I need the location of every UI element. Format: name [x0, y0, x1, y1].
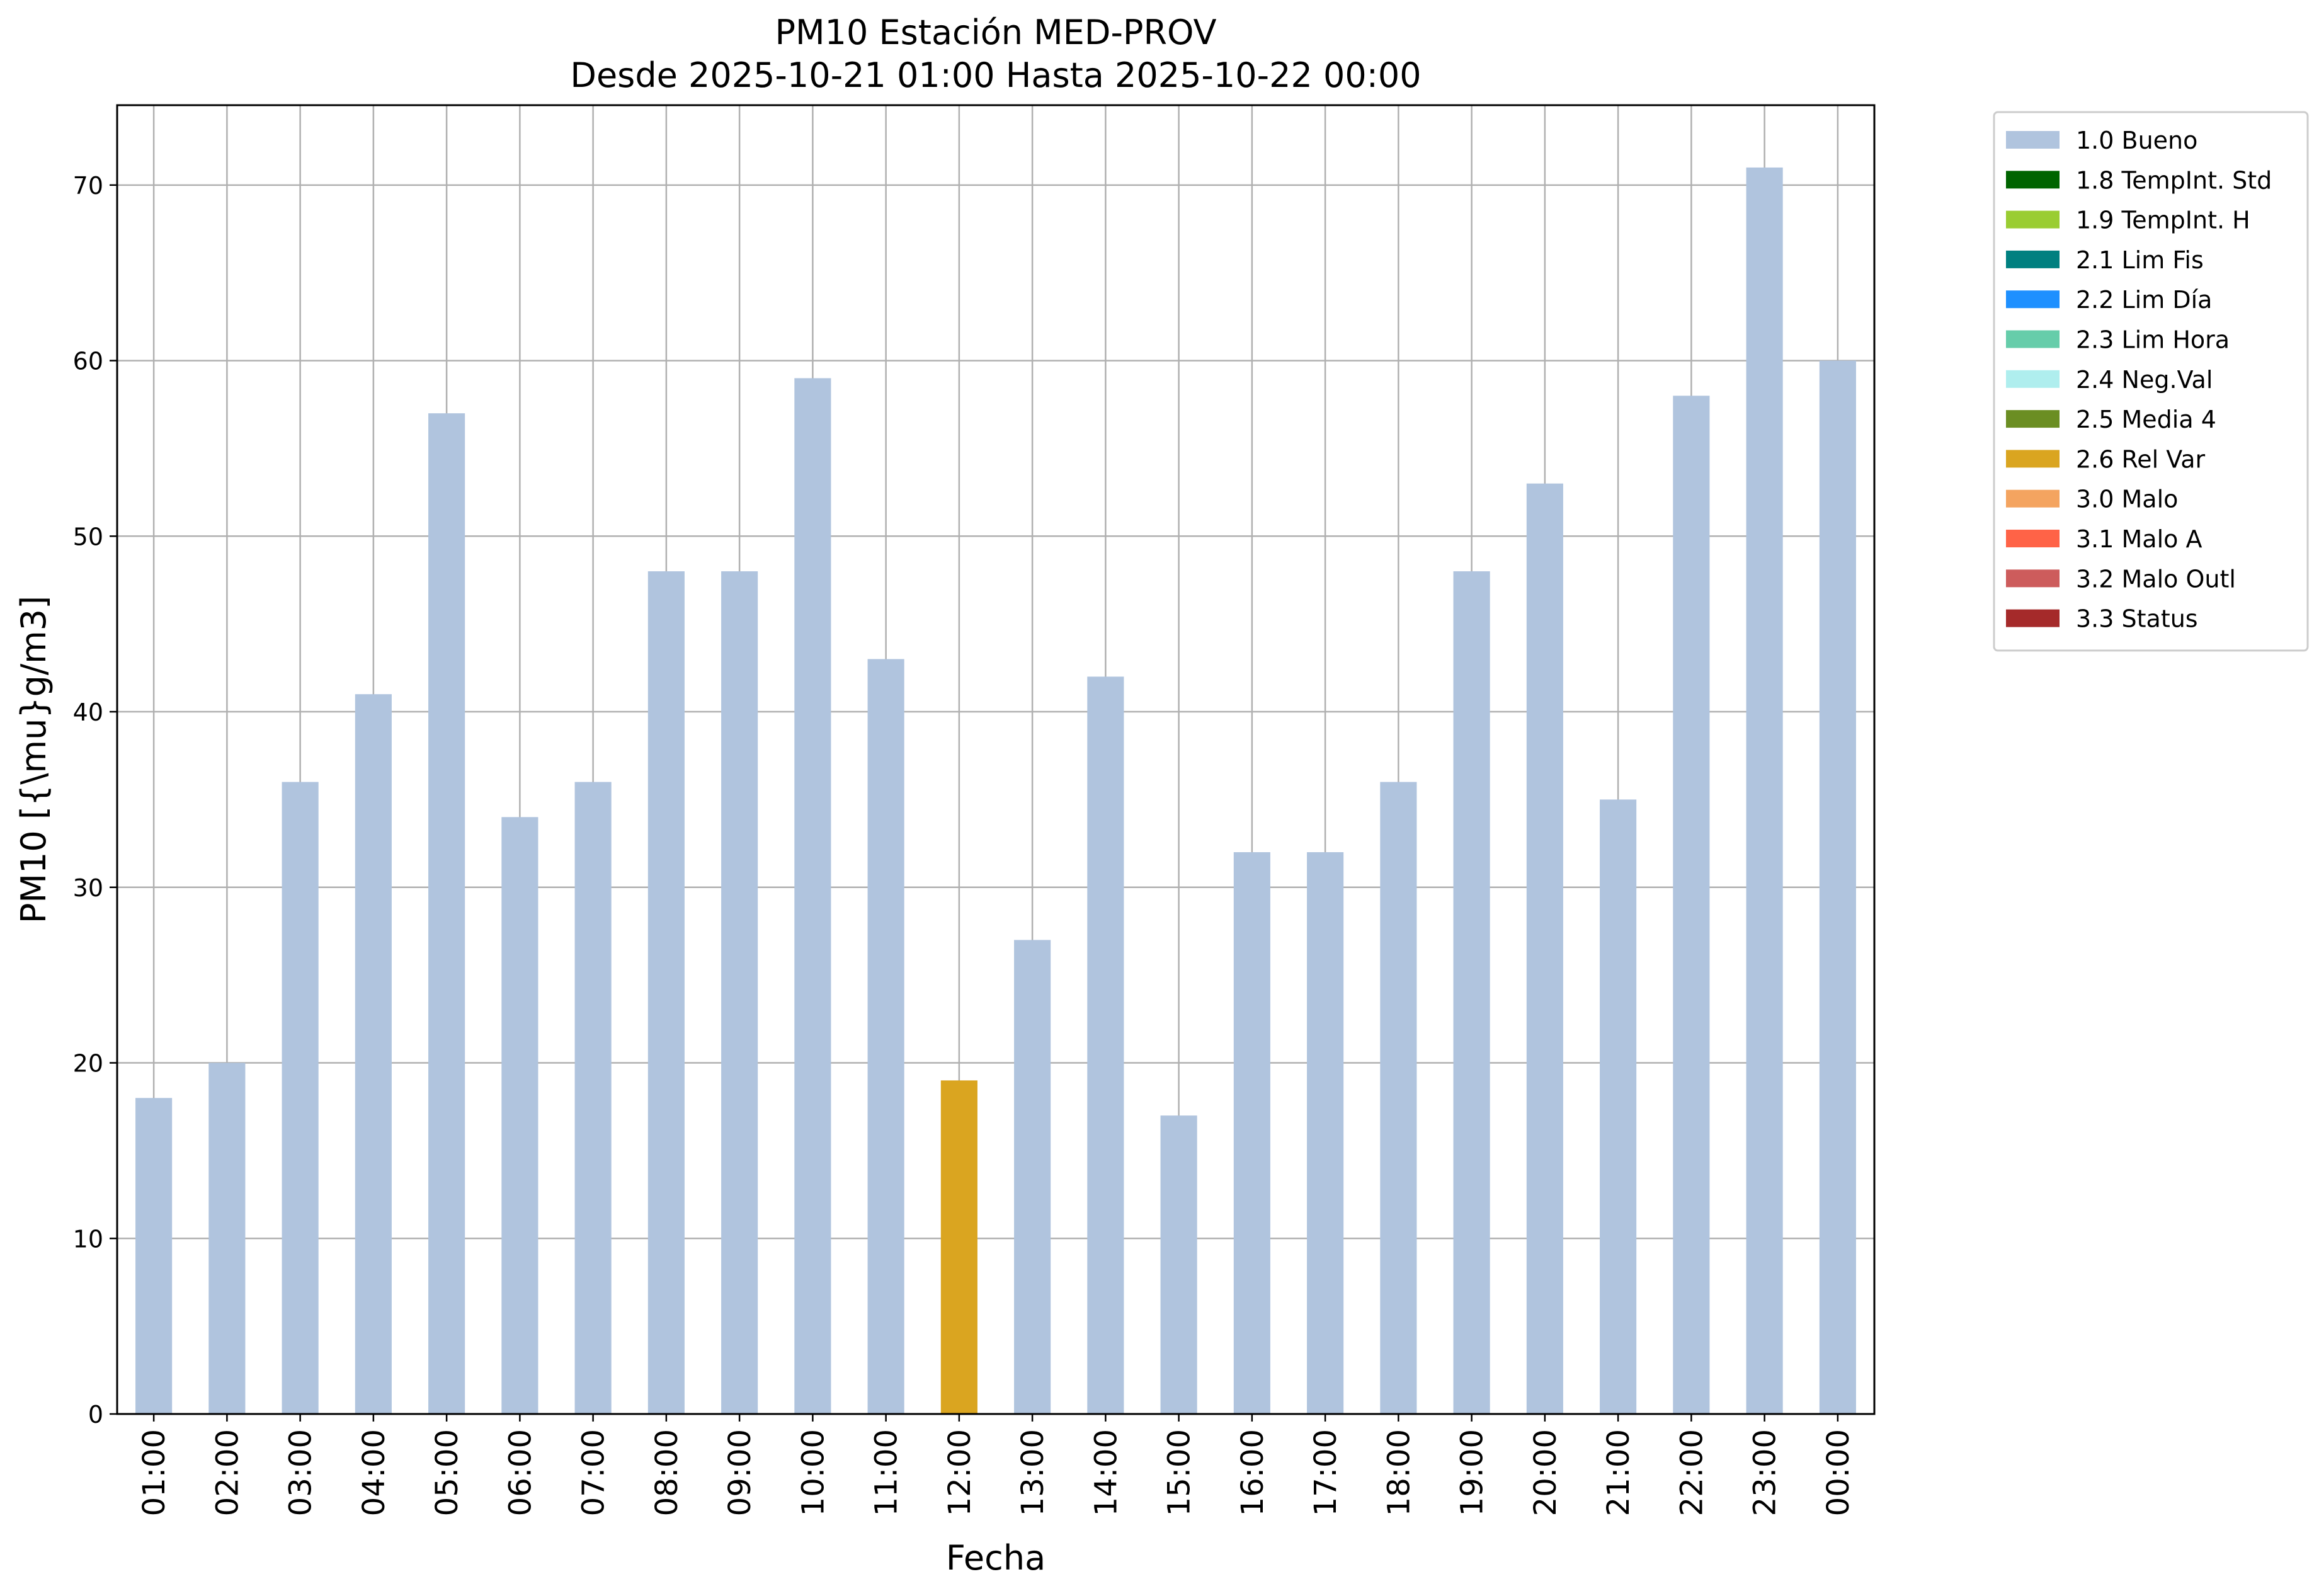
x-tick-label: 18:00	[1381, 1429, 1416, 1516]
legend: 1.0 Bueno 1.8 TempInt. Std 1.9 TempInt. H 2…	[1993, 111, 2309, 652]
bar	[208, 1063, 246, 1414]
x-tick-label: 09:00	[722, 1429, 758, 1516]
bar	[1014, 940, 1051, 1414]
legend-swatch	[2006, 290, 2060, 309]
x-tick-label: 17:00	[1308, 1429, 1343, 1516]
x-axis: 01:00 02:00 03:00 04:00 05:00 06:00 07:00 08:00…	[137, 1414, 1856, 1516]
x-tick-label: 23:00	[1748, 1429, 1783, 1516]
y-tick-label: 10	[73, 1225, 103, 1253]
x-tick-label: 07:00	[576, 1429, 612, 1516]
x-tick-label: 10:00	[795, 1429, 831, 1516]
bar	[1087, 676, 1124, 1414]
bar	[1233, 852, 1270, 1414]
legend-label: 1.8 TempInt. Std	[2076, 166, 2272, 194]
bar	[1380, 782, 1417, 1414]
bar	[355, 694, 392, 1414]
chart-subtitle: Desde 2025-10-21 01:00 Hasta 2025-10-22 …	[570, 55, 1421, 95]
x-tick-label: 14:00	[1088, 1429, 1124, 1516]
bar	[940, 1080, 977, 1414]
bar	[135, 1098, 173, 1414]
bar	[1160, 1115, 1197, 1414]
y-tick-label: 0	[88, 1401, 103, 1428]
legend-label: 3.1 Malo A	[2076, 525, 2202, 553]
y-tick-label: 40	[73, 698, 103, 726]
legend-label: 2.2 Lim Día	[2076, 286, 2212, 314]
x-tick-label: 16:00	[1235, 1429, 1270, 1516]
legend-label: 3.2 Malo Outl	[2076, 565, 2236, 593]
bar	[574, 782, 612, 1414]
y-tick-label: 20	[73, 1050, 103, 1078]
x-tick-label: 06:00	[503, 1429, 538, 1516]
x-tick-label: 01:00	[137, 1429, 172, 1516]
x-tick-label: 20:00	[1528, 1429, 1563, 1516]
legend-swatch	[2006, 450, 2060, 468]
plot-frame	[116, 104, 1876, 1415]
x-tick-label: 21:00	[1601, 1429, 1636, 1516]
legend-label: 1.0 Bueno	[2076, 127, 2197, 154]
legend-swatch	[2006, 609, 2060, 627]
legend-swatch	[2006, 530, 2060, 547]
x-tick-label: 12:00	[942, 1429, 977, 1516]
bars-layer	[135, 167, 1856, 1415]
x-axis-label: Fecha	[946, 1538, 1046, 1578]
legend-swatch	[2006, 210, 2060, 229]
legend-swatch	[2006, 250, 2060, 268]
bar	[1600, 799, 1637, 1414]
bar	[867, 659, 904, 1414]
bar	[1526, 483, 1563, 1414]
x-tick-label: 11:00	[869, 1429, 904, 1516]
x-tick-label: 08:00	[649, 1429, 685, 1516]
legend-swatch	[2006, 410, 2060, 428]
legend-label: 2.5 Media 4	[2076, 406, 2216, 433]
legend-label: 1.9 TempInt. H	[2076, 207, 2250, 234]
legend-swatch	[2006, 569, 2060, 588]
y-tick-label: 50	[73, 523, 103, 550]
y-tick-label: 70	[73, 172, 103, 200]
x-tick-label: 04:00	[356, 1429, 392, 1516]
x-tick-label: 15:00	[1162, 1429, 1197, 1516]
bar	[1746, 167, 1783, 1414]
bar	[647, 571, 685, 1415]
y-tick-label: 30	[73, 874, 103, 902]
legend-label: 2.6 Rel Var	[2076, 445, 2206, 473]
legend-frame	[1993, 111, 2309, 652]
chart-title: PM10 Estación MED-PROV	[775, 13, 1216, 52]
bar	[1307, 852, 1344, 1414]
legend-swatch	[2006, 370, 2060, 388]
x-tick-label: 19:00	[1455, 1429, 1490, 1516]
y-axis: 0 10 20 30 40 50 60 70	[73, 172, 117, 1428]
y-axis-label: PM10 [{\mu}g/m3]	[14, 596, 54, 923]
legend-label: 3.0 Malo	[2076, 486, 2178, 513]
legend-label: 2.4 Neg.Val	[2076, 366, 2213, 394]
bar	[501, 817, 538, 1414]
legend-swatch	[2006, 131, 2060, 149]
legend-swatch	[2006, 171, 2060, 189]
legend-label: 2.3 Lim Hora	[2076, 326, 2230, 354]
bar	[282, 782, 319, 1414]
legend-label: 2.1 Lim Fis	[2076, 246, 2204, 274]
x-tick-label: 00:00	[1821, 1429, 1856, 1516]
legend-label: 3.3 Status	[2076, 605, 2198, 633]
bar	[1819, 360, 1856, 1414]
x-tick-label: 02:00	[210, 1429, 245, 1516]
bar	[794, 378, 831, 1414]
x-tick-label: 05:00	[430, 1429, 465, 1516]
bar	[1453, 571, 1490, 1415]
y-tick-label: 60	[73, 348, 103, 375]
x-tick-label: 22:00	[1674, 1429, 1709, 1516]
bar	[428, 413, 465, 1414]
x-tick-label: 03:00	[283, 1429, 319, 1516]
bar	[721, 571, 758, 1415]
legend-swatch	[2006, 489, 2060, 508]
x-tick-label: 13:00	[1015, 1429, 1051, 1516]
bar	[1673, 396, 1710, 1414]
legend-swatch	[2006, 330, 2060, 348]
